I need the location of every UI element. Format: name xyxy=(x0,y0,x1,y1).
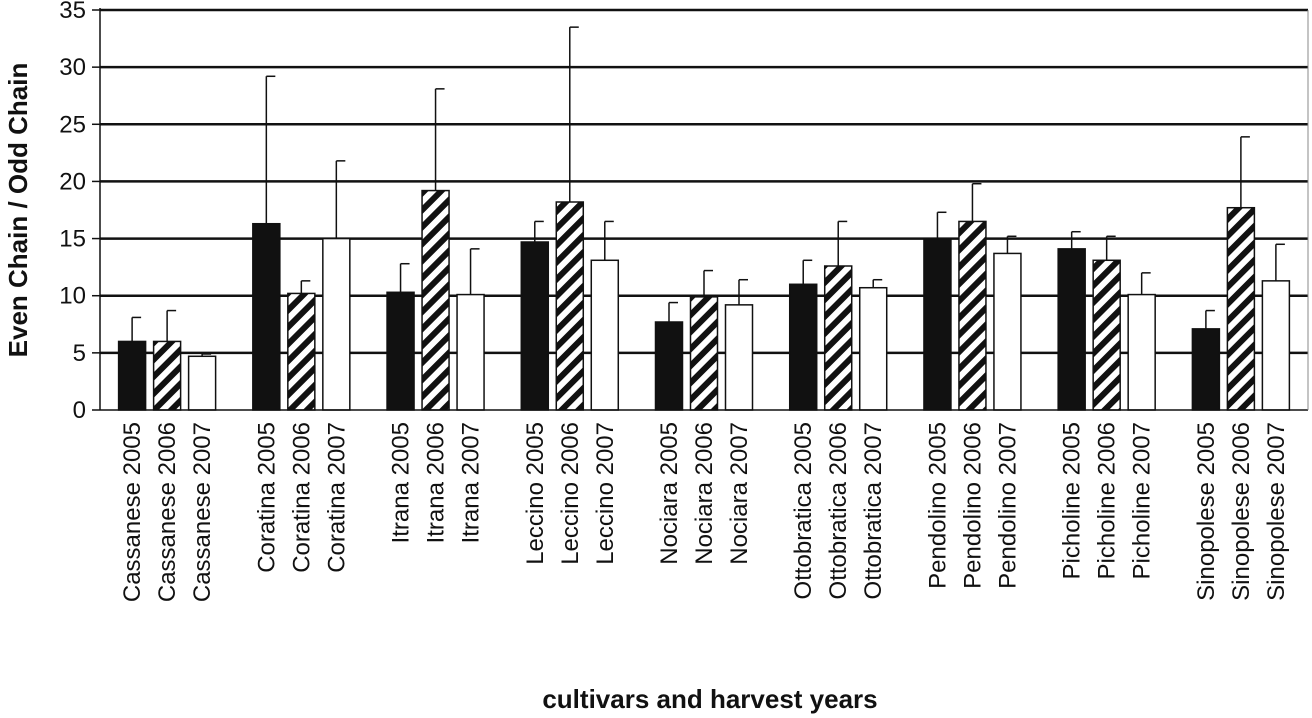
bar-leccino-2006 xyxy=(555,201,585,411)
x-tick-label: Leccino 2005 xyxy=(522,422,549,565)
bar-coratina-2005 xyxy=(252,222,281,411)
bar-nociara-2005 xyxy=(654,321,684,411)
x-tick-label: Picholine 2005 xyxy=(1059,422,1086,579)
y-tick-label: 20 xyxy=(59,168,86,195)
bar-cassanese-2005 xyxy=(117,340,147,411)
bar-nociara-2007 xyxy=(724,304,754,411)
y-tick-label: 30 xyxy=(59,54,86,81)
x-tick-label: Pendolino 2005 xyxy=(924,422,951,589)
x-tick-label: Cassanese 2007 xyxy=(189,422,216,602)
x-tick-label: Coratina 2007 xyxy=(323,422,350,573)
bar-pendolino-2006 xyxy=(958,220,987,411)
y-tick-label: 0 xyxy=(73,397,86,424)
y-tick-label: 10 xyxy=(59,283,86,310)
y-tick-label: 5 xyxy=(73,340,86,367)
x-tick-label: Sinopolese 2006 xyxy=(1228,422,1255,601)
bar-itrana-2005 xyxy=(386,291,415,411)
bar-cassanese-2007 xyxy=(187,355,217,411)
bar-pendolino-2007 xyxy=(993,252,1022,411)
bar-sinopolese-2007 xyxy=(1261,280,1291,411)
axes xyxy=(92,8,1309,411)
bar-leccino-2007 xyxy=(590,259,620,411)
x-tick-label: Leccino 2006 xyxy=(557,422,584,565)
bar-picholine-2005 xyxy=(1057,248,1086,411)
bar-sinopolese-2006 xyxy=(1226,206,1256,411)
x-tick-label: Cassanese 2005 xyxy=(119,422,146,602)
bar-picholine-2007 xyxy=(1127,293,1156,411)
x-axis-title: cultivars and harvest years xyxy=(542,684,877,714)
x-tick-label: Coratina 2006 xyxy=(288,422,315,573)
bar-nociara-2006 xyxy=(689,296,719,411)
x-tick-label: Picholine 2006 xyxy=(1094,422,1121,579)
x-tick-label: Nociara 2005 xyxy=(656,422,683,565)
x-tick-label: Ottobratica 2007 xyxy=(860,422,887,599)
bars xyxy=(117,189,1291,411)
x-tick-label: Itrana 2005 xyxy=(388,422,415,543)
bar-itrana-2007 xyxy=(456,293,485,411)
x-tick-label: Ottobratica 2006 xyxy=(825,422,852,599)
bar-coratina-2006 xyxy=(287,292,316,411)
bar-ottobratica-2007 xyxy=(858,286,888,411)
y-tick-label: 25 xyxy=(59,111,86,138)
x-tick-label: Coratina 2005 xyxy=(253,422,280,573)
bar-pendolino-2005 xyxy=(923,237,952,411)
x-tick-label: Nociara 2006 xyxy=(691,422,718,565)
x-tick-label: Ottobratica 2005 xyxy=(790,422,817,599)
x-tick-label: Picholine 2007 xyxy=(1129,422,1156,579)
x-tick-label: Pendolino 2006 xyxy=(959,422,986,589)
x-tick-label: Cassanese 2006 xyxy=(154,422,181,602)
x-tick-label: Nociara 2007 xyxy=(726,422,753,565)
bar-ottobratica-2005 xyxy=(788,283,818,411)
bar-cassanese-2006 xyxy=(152,340,182,411)
y-axis-title: Even Chain / Odd Chain xyxy=(3,63,33,358)
x-tick-label: Pendolino 2007 xyxy=(994,422,1021,589)
y-tick-label: 35 xyxy=(59,0,86,24)
x-tick-label: Itrana 2007 xyxy=(458,422,485,543)
bar-itrana-2006 xyxy=(421,189,450,411)
bar-coratina-2007 xyxy=(322,237,351,411)
bar-leccino-2005 xyxy=(520,241,550,411)
bar-sinopolese-2005 xyxy=(1191,328,1221,411)
x-tick-label: Itrana 2006 xyxy=(423,422,450,543)
bar-ottobratica-2006 xyxy=(823,265,853,411)
y-tick-label: 15 xyxy=(59,226,86,253)
tick-labels: 0 5 10 15 20 25 30 35 Cassanese 2005 Cassanese 20… xyxy=(59,0,1290,602)
bar-picholine-2006 xyxy=(1092,259,1121,411)
x-tick-label: Sinopolese 2005 xyxy=(1193,422,1220,601)
x-tick-label: Sinopolese 2007 xyxy=(1263,422,1290,601)
error-bars xyxy=(131,26,1285,357)
x-tick-label: Leccino 2007 xyxy=(592,422,619,565)
